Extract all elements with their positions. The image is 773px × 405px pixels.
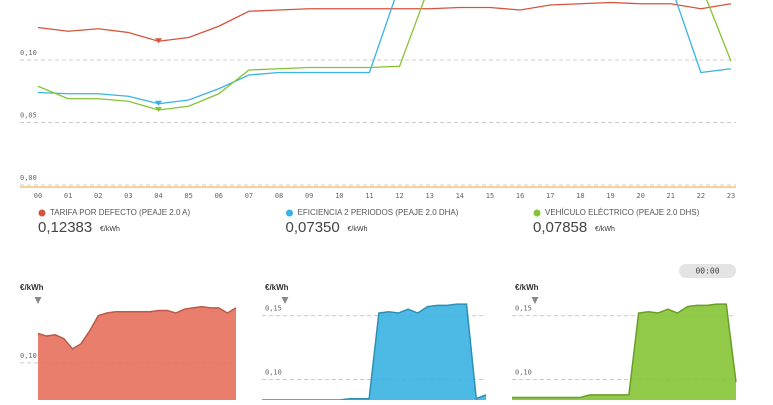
y-tick-label: 0,10 [515,369,532,377]
legend-price: 0,07350 [286,219,340,236]
legend-name: EFICIENCIA 2 PERIODOS (PEAJE 2.0 DHA) [298,208,459,217]
area [38,306,236,400]
time-badge-label: 00:00 [695,267,719,276]
legend-price: 0,07858 [533,219,587,236]
y-axis-label: €/kWh [20,283,44,292]
min-marker [155,107,163,112]
axis-arrow [531,297,539,304]
x-tick-label: 12 [395,192,403,200]
time-badge[interactable] [679,264,736,278]
plot [37,0,732,112]
y-tick-label: 0,10 [20,352,37,360]
x-tick-label: 22 [697,192,705,200]
y-tick-label: 0,15 [265,305,282,313]
area [262,304,486,400]
x-tick-label: 04 [154,192,162,200]
legend-dot [286,209,293,217]
legend-dot [38,209,46,217]
legend-name: VEHÍCULO ELÉCTRICO (PEAJE 2.0 DHS) [545,208,700,217]
area [512,304,736,400]
x-tick-label: 23 [727,192,735,200]
x-tick-label: 19 [606,192,614,200]
axis-arrow [281,297,289,304]
y-axis-label: €/kWh [265,283,289,292]
x-tick-label: 14 [456,192,464,200]
y-tick-label: 0,10 [265,369,282,377]
x-tick-label: 01 [64,192,72,200]
area-outline [37,305,237,350]
x-tick-label: 10 [335,192,343,200]
y-tick-label: 0,05 [20,112,37,120]
x-tick-label: 09 [305,192,313,200]
legend-unit: €/kWh [595,226,615,233]
x-tick-label: 08 [275,192,283,200]
legend-unit: €/kWh [348,226,368,233]
min-marker [155,38,163,44]
x-tick-label: 17 [546,192,554,200]
legend-unit: €/kWh [100,226,120,233]
x-tick-label: 11 [365,192,373,200]
min-marker [155,100,163,106]
x-tick-label: 21 [667,192,675,200]
x-tick-label: 00 [34,192,42,200]
x-tick-label: 02 [94,192,102,200]
x-tick-label: 06 [215,192,223,200]
legend-price: 0,12383 [38,219,92,236]
x-tick-label: 03 [124,192,132,200]
y-tick-label: 0,15 [515,305,532,313]
legend-name: TARIFA POR DEFECTO (PEAJE 2.0 A) [50,208,191,217]
line [37,0,732,105]
area-outline [512,303,737,399]
x-tick-label: 15 [486,192,494,200]
x-tick-label: 20 [636,192,644,200]
y-tick-label: 0,10 [20,49,37,57]
y-tick-label: 0,00 [20,174,37,182]
x-tick-label: 18 [576,192,584,200]
line [37,0,732,111]
x-tick-label: 05 [184,192,192,200]
legend-dot [533,209,541,217]
x-tick-label: 16 [516,192,524,200]
x-tick-label: 07 [245,192,253,200]
line [37,1,732,42]
axis-arrow [34,297,42,304]
x-tick-label: 13 [425,192,433,200]
y-axis-label: €/kWh [515,283,539,292]
